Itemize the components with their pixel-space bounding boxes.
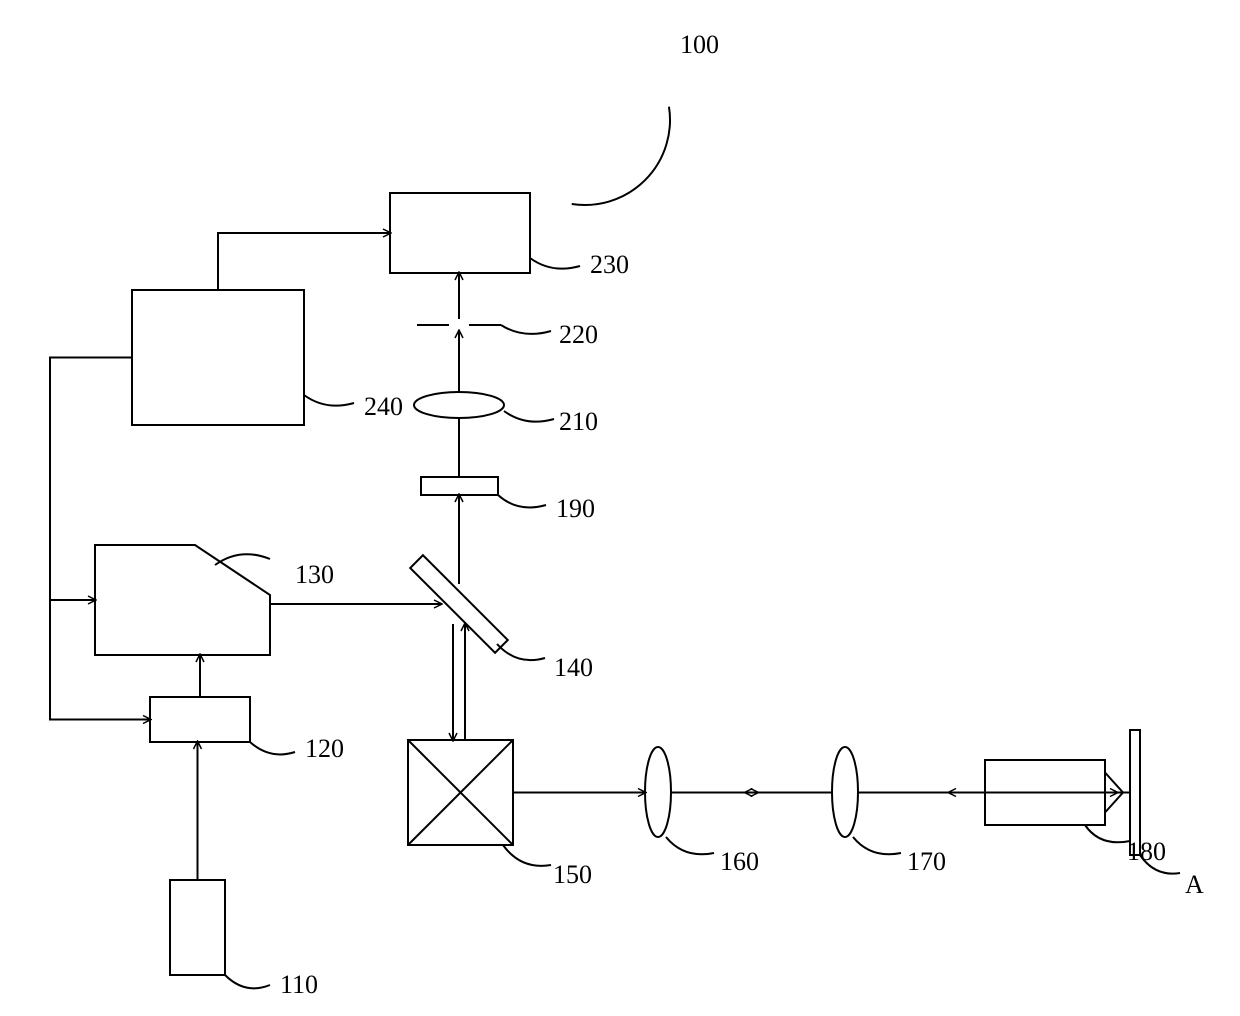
lens-170: 170 — [832, 747, 946, 876]
detector-230: 230 — [390, 193, 629, 279]
pinhole-220: 220 — [417, 320, 598, 349]
label-230: 230 — [590, 250, 629, 279]
cube-150: 150 — [408, 740, 592, 889]
label-120: 120 — [305, 734, 344, 763]
overall-reference: 100 — [572, 30, 719, 205]
modulator-120: 120 — [150, 697, 344, 763]
label-240: 240 — [364, 392, 403, 421]
tubelens-210: 210 — [414, 392, 598, 436]
controller-240: 240 — [132, 290, 403, 425]
label-A: A — [1185, 870, 1204, 899]
optical-schematic: 100 110 120 130 140 150 160 — [0, 0, 1240, 1016]
filter-190: 190 — [421, 477, 595, 523]
source-110: 110 — [170, 880, 318, 999]
label-110: 110 — [280, 970, 318, 999]
objective-180: 180 — [985, 760, 1166, 866]
label-220: 220 — [559, 320, 598, 349]
label-100: 100 — [680, 30, 719, 59]
label-140: 140 — [554, 653, 593, 682]
label-130: 130 — [295, 560, 334, 589]
scanner-130: 130 — [95, 545, 334, 655]
dichroic-140: 140 — [410, 555, 593, 682]
lens-160: 160 — [645, 747, 759, 876]
sample-plane: A — [1130, 730, 1204, 899]
label-150: 150 — [553, 860, 592, 889]
label-210: 210 — [559, 407, 598, 436]
label-170: 170 — [907, 847, 946, 876]
label-160: 160 — [720, 847, 759, 876]
label-190: 190 — [556, 494, 595, 523]
